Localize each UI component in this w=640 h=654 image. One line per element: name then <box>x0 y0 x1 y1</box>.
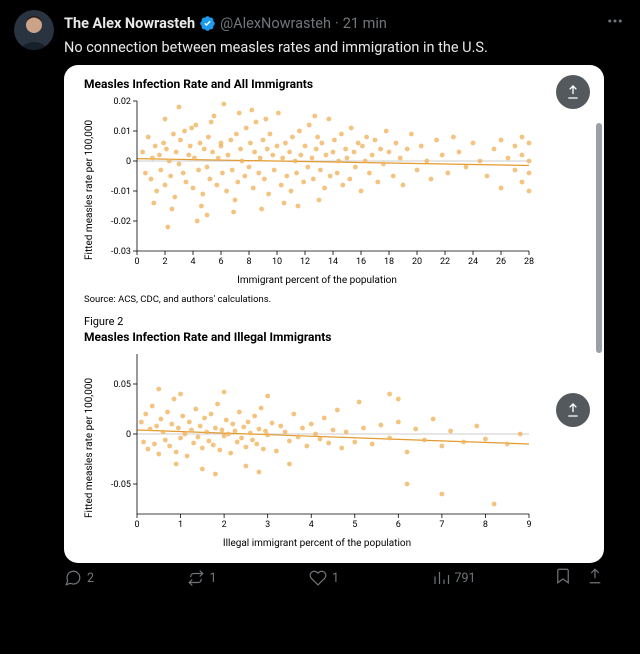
svg-text:8: 8 <box>483 520 488 530</box>
display-name[interactable]: The Alex Nowrasteh <box>64 15 195 33</box>
reply-button[interactable]: 2 <box>64 569 187 587</box>
chart2-ylabel: Fitted measles rate per 100,000 <box>82 346 97 549</box>
reply-count: 2 <box>87 571 94 586</box>
chart2-wrap: Fitted measles rate per 100,000 0 1 2 3 4 5 6 7… <box>82 346 586 549</box>
svg-text:0.01: 0.01 <box>113 127 131 137</box>
chart1-ylabel: Fitted measles rate per 100,000 <box>82 93 97 286</box>
svg-text:3: 3 <box>265 520 270 530</box>
svg-text:14: 14 <box>328 257 338 267</box>
chart2-xlabel: Illegal immigrant percent of the populat… <box>97 538 537 549</box>
source-line: Source: ACS, CDC, and authors' calculati… <box>84 294 586 305</box>
chart1-wrap: Fitted measles rate per 100,000 02468101… <box>82 93 586 286</box>
chart2-svg: 0 1 2 3 4 5 6 7 8 9 -0.05 0 0.05 <box>97 346 537 536</box>
chart2-title: Measles Infection Rate and Illegal Immig… <box>84 330 586 344</box>
like-count: 1 <box>332 571 339 586</box>
svg-text:8: 8 <box>246 257 251 267</box>
svg-text:20: 20 <box>412 257 422 267</box>
svg-text:-0.03: -0.03 <box>111 247 131 257</box>
view-count: 791 <box>455 571 476 586</box>
svg-text:0: 0 <box>134 257 139 267</box>
svg-text:12: 12 <box>300 257 310 267</box>
bookmark-button[interactable] <box>554 567 572 589</box>
svg-text:18: 18 <box>384 257 394 267</box>
retweet-button[interactable]: 1 <box>187 569 310 587</box>
svg-text:0.02: 0.02 <box>113 97 131 107</box>
timestamp[interactable]: 21 min <box>343 15 387 33</box>
verified-icon <box>199 15 216 32</box>
svg-text:9: 9 <box>526 520 531 530</box>
svg-text:1: 1 <box>178 520 183 530</box>
chart1-svg: 0246810121416182022242628-0.03-0.02-0.01… <box>97 93 537 273</box>
svg-text:22: 22 <box>440 257 450 267</box>
svg-text:0.05: 0.05 <box>113 380 131 390</box>
avatar[interactable] <box>14 10 54 50</box>
svg-text:0: 0 <box>134 520 139 530</box>
svg-text:2: 2 <box>162 257 167 267</box>
like-button[interactable]: 1 <box>309 569 432 587</box>
svg-text:6: 6 <box>218 257 223 267</box>
image-card[interactable]: Measles Infection Rate and All Immigrant… <box>64 65 604 563</box>
svg-text:7: 7 <box>439 520 444 530</box>
chart1-title: Measles Infection Rate and All Immigrant… <box>84 77 586 91</box>
svg-text:16: 16 <box>356 257 366 267</box>
handle[interactable]: @AlexNowrasteh <box>220 15 331 33</box>
action-bar: 2 1 1 791 <box>64 567 604 589</box>
separator: · <box>335 15 339 33</box>
svg-text:0: 0 <box>126 157 131 167</box>
svg-text:10: 10 <box>272 257 282 267</box>
chart1-xlabel: Immigrant percent of the population <box>97 275 537 286</box>
scrollbar[interactable] <box>596 123 602 393</box>
svg-text:-0.02: -0.02 <box>111 217 131 227</box>
svg-text:5: 5 <box>352 520 357 530</box>
share-button-1[interactable] <box>556 75 590 109</box>
name-line: The Alex Nowrasteh @AlexNowrasteh · 21 m… <box>64 10 626 37</box>
svg-text:24: 24 <box>468 257 478 267</box>
svg-text:28: 28 <box>524 257 534 267</box>
svg-text:-0.01: -0.01 <box>111 187 131 197</box>
svg-text:-0.05: -0.05 <box>111 480 131 490</box>
views-button[interactable]: 791 <box>432 569 555 587</box>
tweet-text: No connection between measles rates and … <box>64 38 626 57</box>
svg-text:0: 0 <box>126 430 131 440</box>
share-button-2[interactable] <box>556 393 590 427</box>
svg-text:4: 4 <box>309 520 314 530</box>
svg-text:2: 2 <box>222 520 227 530</box>
tweet-header: The Alex Nowrasteh @AlexNowrasteh · 21 m… <box>14 10 626 57</box>
scrollbar-thumb[interactable] <box>596 123 602 353</box>
svg-text:6: 6 <box>396 520 401 530</box>
more-icon[interactable] <box>604 10 626 37</box>
svg-text:4: 4 <box>190 257 195 267</box>
svg-text:26: 26 <box>496 257 506 267</box>
tweet: The Alex Nowrasteh @AlexNowrasteh · 21 m… <box>0 0 640 595</box>
share-button[interactable] <box>586 567 604 589</box>
retweet-count: 1 <box>210 571 217 586</box>
figure2-label: Figure 2 <box>84 315 586 328</box>
